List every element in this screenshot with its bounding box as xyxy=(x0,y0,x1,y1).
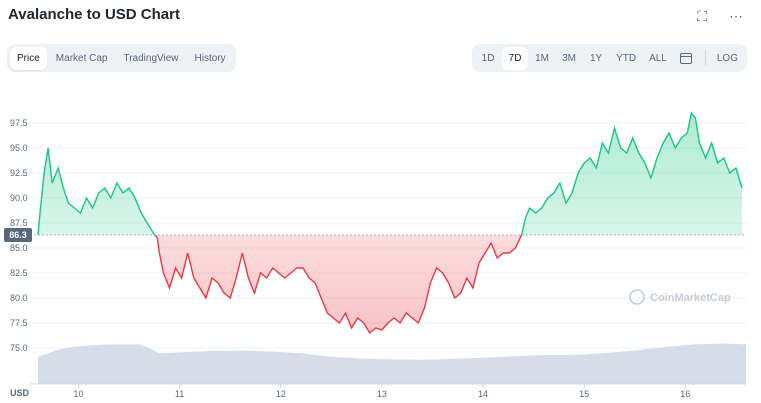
x-tick-label: 16 xyxy=(680,389,690,399)
y-tick-label: 82.5 xyxy=(10,268,28,278)
more-icon[interactable]: ⋯ xyxy=(729,8,743,24)
y-tick-label: 95.0 xyxy=(10,143,28,153)
time-range-tabs: 1D 7D 1M 3M 1Y YTD ALL LOG xyxy=(472,44,747,72)
range-3m[interactable]: 3M xyxy=(562,52,577,64)
y-tick-label: 97.5 xyxy=(10,118,28,128)
range-7d[interactable]: 7D xyxy=(502,46,529,70)
chart-title: Avalanche to USD Chart xyxy=(8,6,180,23)
range-ytd[interactable]: YTD xyxy=(616,52,637,64)
tab-tradingview[interactable]: TradingView xyxy=(123,52,179,64)
divider xyxy=(704,50,706,66)
y-tick-label: 87.5 xyxy=(10,218,28,228)
range-1d[interactable]: 1D xyxy=(481,52,495,64)
x-tick-label: 15 xyxy=(579,389,589,399)
watermark-text: CoinMarketCap xyxy=(650,292,731,304)
x-axis-unit-label: USD xyxy=(10,388,30,398)
range-1m[interactable]: 1M xyxy=(535,52,550,64)
chart-type-tabs: Price Market Cap TradingView History xyxy=(7,44,236,72)
y-tick-label: 80.0 xyxy=(10,293,28,303)
x-tick-label: 10 xyxy=(73,389,83,399)
x-tick-label: 13 xyxy=(377,389,387,399)
y-tick-label: 90.0 xyxy=(10,193,28,203)
reference-price-badge xyxy=(4,228,32,242)
range-1y[interactable]: 1Y xyxy=(589,52,603,64)
y-tick-label: 77.5 xyxy=(10,318,28,328)
top-icons: ⛶ ⋯ xyxy=(697,8,743,25)
fullscreen-icon[interactable]: ⛶ xyxy=(697,8,707,24)
volume-area xyxy=(38,343,746,384)
tab-history[interactable]: History xyxy=(194,52,226,64)
date-range-button[interactable] xyxy=(674,47,700,70)
y-tick-label: 85.0 xyxy=(10,243,28,253)
y-tick-label: 92.5 xyxy=(10,168,28,178)
watermark-logo-icon xyxy=(629,289,645,305)
price-area-down xyxy=(38,235,742,333)
price-line-down xyxy=(38,235,523,335)
x-tick-label: 12 xyxy=(276,389,286,399)
log-scale-toggle[interactable]: LOG xyxy=(716,52,738,64)
x-tick-label: 14 xyxy=(478,389,488,399)
calendar-icon xyxy=(679,52,692,64)
y-tick-label: 75.0 xyxy=(10,343,28,353)
range-all[interactable]: ALL xyxy=(649,52,667,64)
tab-price[interactable]: Price xyxy=(10,46,47,70)
tab-market-cap[interactable]: Market Cap xyxy=(55,52,108,64)
price-area-up xyxy=(38,113,742,235)
price-line-up xyxy=(37,111,743,235)
reference-price-label: 86.3 xyxy=(9,230,27,240)
x-tick-label: 11 xyxy=(175,389,184,399)
